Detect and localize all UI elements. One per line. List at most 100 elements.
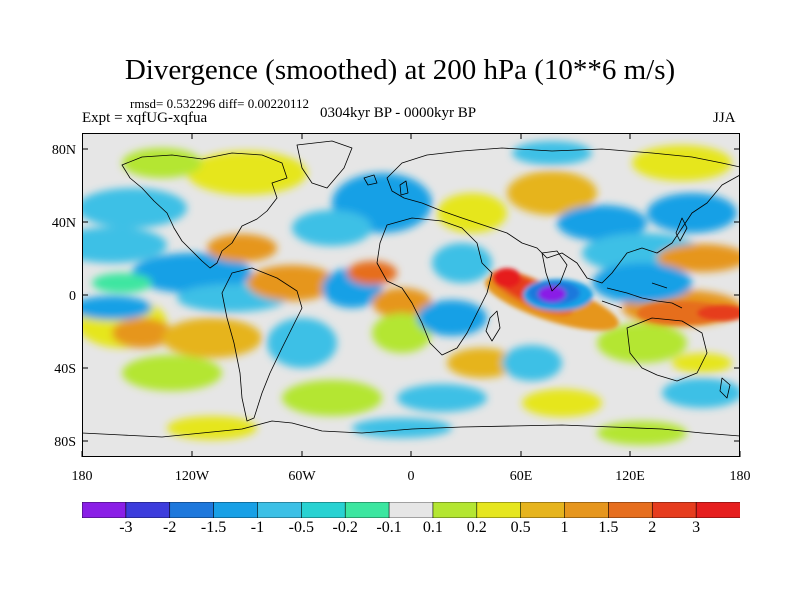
coastline-india <box>541 250 568 292</box>
field-patch <box>432 243 492 283</box>
field-patch <box>122 355 222 391</box>
field-patch <box>512 141 592 165</box>
lat-label: 40S <box>54 362 76 377</box>
lon-label: 180 <box>72 469 93 484</box>
colorbar-swatch <box>257 502 302 518</box>
colorbar-swatch <box>695 502 740 518</box>
colorbar-label: 2 <box>648 519 657 536</box>
lon-label: 60E <box>510 469 533 484</box>
colorbar-label: -0.2 <box>332 519 358 536</box>
coastline-new-zealand <box>719 377 731 399</box>
coastline-indonesia <box>601 282 683 309</box>
field-patch <box>187 151 307 195</box>
field-patch <box>557 205 647 241</box>
coastline-eurasia <box>386 147 740 284</box>
colorbar-swatch <box>344 502 390 518</box>
coastline-iceland <box>363 174 378 186</box>
field-patch <box>632 145 732 181</box>
field-patch <box>372 288 432 318</box>
colorbar-swatch <box>608 502 653 518</box>
colorbar <box>82 502 740 518</box>
lon-label: 180 <box>730 469 751 484</box>
coastlines <box>82 140 740 438</box>
field-patch <box>82 296 152 320</box>
experiment-label: Expt = xqfUG-xqfua <box>82 110 208 126</box>
colorbar-label: -0.1 <box>376 519 402 536</box>
field-patch <box>657 244 740 272</box>
field-patch <box>493 268 521 288</box>
lon-label: 60W <box>288 469 316 484</box>
field-patch <box>122 148 202 178</box>
field-patch <box>592 263 692 303</box>
colorbar-label: -2 <box>163 519 177 536</box>
colorbar-swatch <box>564 502 609 518</box>
field-patch <box>347 261 397 285</box>
colorbar-swatch <box>82 502 127 518</box>
colorbar-label: 1.5 <box>598 519 619 536</box>
colorbar-label: 0.1 <box>422 519 443 536</box>
colorbar-label: -0.5 <box>288 519 314 536</box>
field-patch <box>372 313 432 353</box>
colorbar-swatch <box>125 502 171 518</box>
field-patch <box>82 227 167 263</box>
field-patch <box>207 234 277 262</box>
field-patch <box>292 210 372 246</box>
colorbar-swatch <box>213 502 259 518</box>
field-patch <box>437 193 507 233</box>
field-patch <box>112 318 172 348</box>
field-patch <box>597 421 687 445</box>
lon-label: 120E <box>615 469 645 484</box>
colorbar-swatch <box>476 502 522 518</box>
field-patch <box>92 273 152 293</box>
coastline-uk <box>399 180 409 196</box>
field-patch <box>507 171 597 215</box>
colorbar-swatch <box>169 502 215 518</box>
coastline-antarctica <box>82 420 740 438</box>
coastline-greenland <box>296 140 353 189</box>
coastline-north-america <box>121 152 288 269</box>
divergence-map <box>82 133 740 457</box>
lon-label: 120W <box>175 469 210 484</box>
lat-label: 80S <box>54 435 76 450</box>
field-patch <box>267 318 337 368</box>
colorbar-swatch <box>520 502 566 518</box>
field-patch <box>132 253 252 293</box>
colorbar-label: -3 <box>119 519 133 536</box>
lat-label: 40N <box>52 216 76 231</box>
divergence-field <box>82 141 740 445</box>
field-patch <box>247 265 337 301</box>
field-patch <box>522 389 602 417</box>
lon-label: 0 <box>408 469 415 484</box>
field-patch <box>397 384 487 412</box>
chart-title: Divergence (smoothed) at 200 hPa (10**6 … <box>124 54 676 86</box>
field-patch <box>162 318 262 358</box>
colorbar-swatch <box>432 502 478 518</box>
coastline-madagascar <box>485 310 501 342</box>
coastline-australia <box>626 317 708 382</box>
field-patch <box>502 345 562 381</box>
colorbar-swatch <box>301 502 346 518</box>
lat-label: 80N <box>52 143 76 158</box>
field-patch <box>447 348 517 378</box>
colorbar-swatch <box>388 502 434 518</box>
field-patch <box>697 305 740 321</box>
field-patch <box>167 416 257 440</box>
colorbar-label: 3 <box>692 519 701 536</box>
colorbar-label: -1.5 <box>200 519 227 536</box>
coastline-africa <box>376 217 493 356</box>
colorbar-label: 0.2 <box>466 519 487 536</box>
field-patch <box>597 323 687 363</box>
colorbar-label: -1 <box>250 519 265 536</box>
stats-text: rmsd= 0.532296 diff= 0.00220112 <box>130 96 309 111</box>
field-patch <box>282 380 382 416</box>
field-patch <box>538 286 566 302</box>
coastline-south-america <box>221 267 303 422</box>
period-label: 0304kyr BP - 0000kyr BP <box>320 105 477 121</box>
field-patch <box>82 188 187 228</box>
colorbar-label: 1 <box>560 519 569 536</box>
field-patch <box>352 418 452 438</box>
colorbar-label: 0.5 <box>510 519 531 536</box>
season-label: JJA <box>713 110 736 126</box>
coastline-japan <box>675 217 688 242</box>
field-patch <box>417 300 487 336</box>
